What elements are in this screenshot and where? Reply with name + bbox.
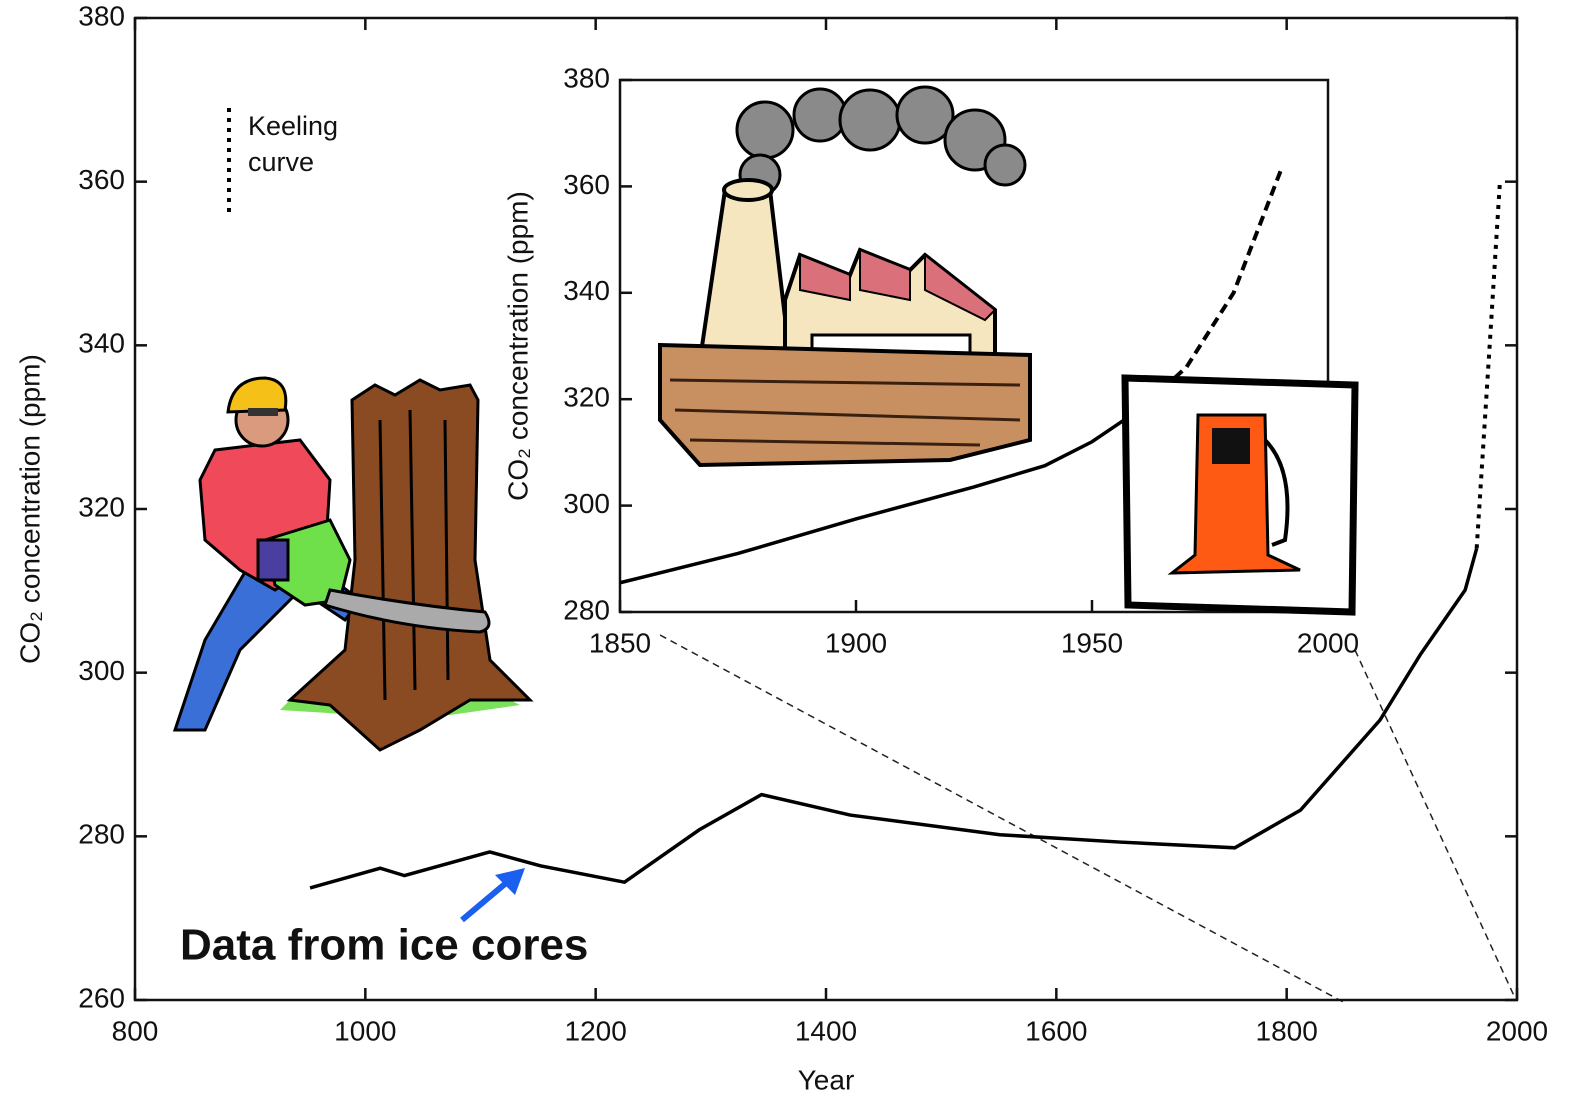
x-tick-label: 1400 <box>795 1015 857 1046</box>
x-axis-label: Year <box>798 1064 855 1095</box>
chart: 800 1000 1200 1400 1600 1800 2000 260 280 300 320 3… <box>0 0 1569 1101</box>
x-tick-label: 1800 <box>1256 1015 1318 1046</box>
y-tick-label: 320 <box>563 382 610 413</box>
x-tick-label: 1000 <box>334 1015 396 1046</box>
y-axis-label: CO₂ concentration (ppm) <box>14 354 45 664</box>
y-tick-label: 380 <box>78 0 125 31</box>
x-tick-label: 2000 <box>1297 627 1359 658</box>
x-tick-label: 1850 <box>589 627 651 658</box>
y-tick-label: 260 <box>78 982 125 1013</box>
y-tick-label: 300 <box>563 488 610 519</box>
y-tick-label: 280 <box>78 819 125 850</box>
clip-art <box>175 378 530 750</box>
legend-label: Keeling curve <box>248 108 368 180</box>
y-tick-label: 380 <box>563 62 610 93</box>
y-tick-label: 360 <box>563 169 610 200</box>
page: 800 1000 1200 1400 1600 1800 2000 260 280 300 320 3… <box>0 0 1569 1101</box>
x-tick-label: 1950 <box>1061 627 1123 658</box>
x-tick-label: 2000 <box>1486 1015 1548 1046</box>
zoom-connector <box>660 635 1345 1003</box>
zoom-connector <box>1355 650 1515 998</box>
y-tick-label: 360 <box>78 164 125 195</box>
y-tick-label: 340 <box>78 328 125 359</box>
annotation: Data from ice cores <box>180 921 588 970</box>
data-line <box>1477 185 1500 548</box>
x-tick-label: 800 <box>112 1015 159 1046</box>
x-tick-label: 1900 <box>825 627 887 658</box>
y-tick-label: 320 <box>78 491 125 522</box>
y-tick-label: 300 <box>78 655 125 686</box>
y-tick-label: 280 <box>563 594 610 625</box>
y-axis-label: CO₂ concentration (ppm) <box>502 191 533 501</box>
x-tick-label: 1600 <box>1025 1015 1087 1046</box>
y-tick-label: 340 <box>563 275 610 306</box>
x-tick-label: 1200 <box>565 1015 627 1046</box>
